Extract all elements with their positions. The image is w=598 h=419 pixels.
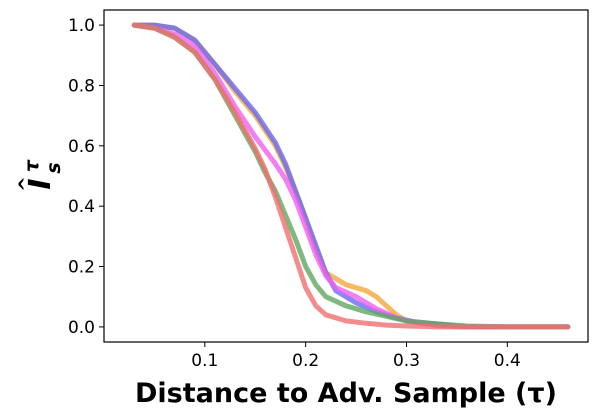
y-tick-label: 0.6 <box>68 137 95 157</box>
y-axis-label-subscript: s <box>43 162 65 173</box>
y-ticks: 0.0 0.2 0.4 0.6 0.8 1.0 <box>68 16 104 338</box>
x-tick-label: 0.3 <box>393 351 420 371</box>
x-tick-label: 0.1 <box>191 351 218 371</box>
y-tick-label: 0.4 <box>68 197 95 217</box>
y-axis-label-hat: ^ <box>15 176 37 192</box>
x-ticks: 0.1 0.2 0.3 0.4 <box>191 342 521 371</box>
x-tick-label: 0.2 <box>292 351 319 371</box>
plot-frame <box>103 9 589 343</box>
y-axis-label-main: I <box>23 178 58 189</box>
y-tick-label: 1.0 <box>68 16 95 36</box>
y-tick-label: 0.2 <box>68 258 95 278</box>
x-axis-label: Distance to Adv. Sample (τ) <box>135 378 557 409</box>
series-line-5 <box>131 22 571 330</box>
y-tick-label: 0.0 <box>68 318 95 338</box>
series-layer <box>131 22 571 330</box>
y-axis-label-superscript: τ <box>21 159 43 172</box>
y-tick-label: 0.8 <box>68 76 95 96</box>
x-tick-label: 0.4 <box>494 351 521 371</box>
y-axis-label: I ^ τ s <box>15 159 65 192</box>
